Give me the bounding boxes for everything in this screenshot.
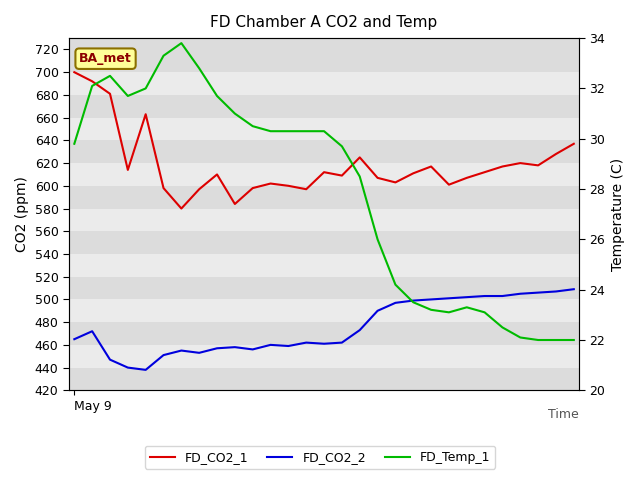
Bar	[69, 254, 579, 276]
Bar	[69, 231, 579, 254]
Bar	[69, 322, 579, 345]
Legend: FD_CO2_1, FD_CO2_2, FD_Temp_1: FD_CO2_1, FD_CO2_2, FD_Temp_1	[145, 446, 495, 469]
Bar	[69, 49, 579, 72]
Bar	[69, 300, 579, 322]
Title: FD Chamber A CO2 and Temp: FD Chamber A CO2 and Temp	[211, 15, 438, 30]
Bar	[69, 95, 579, 118]
Bar	[69, 72, 579, 95]
Text: Time: Time	[548, 408, 579, 421]
Text: BA_met: BA_met	[79, 52, 132, 65]
Bar	[69, 345, 579, 368]
Bar	[69, 186, 579, 208]
Bar	[69, 163, 579, 186]
Y-axis label: CO2 (ppm): CO2 (ppm)	[15, 176, 29, 252]
Bar	[69, 140, 579, 163]
Bar	[69, 208, 579, 231]
Bar	[69, 118, 579, 140]
Bar	[69, 276, 579, 300]
Y-axis label: Temperature (C): Temperature (C)	[611, 157, 625, 271]
Bar	[69, 368, 579, 390]
